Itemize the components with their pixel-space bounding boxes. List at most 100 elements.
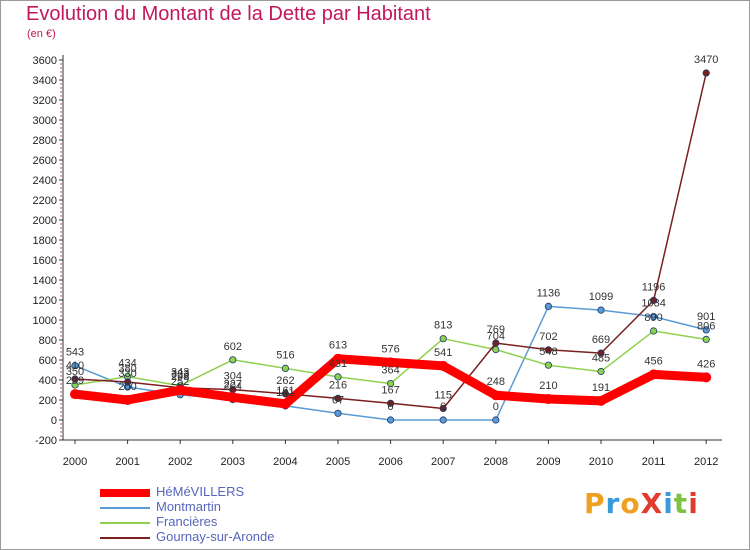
x-tick-label: 2008 [484, 456, 508, 468]
y-minor-tick [60, 311, 62, 313]
y-tick-label: 0 [51, 415, 57, 427]
x-tick-label: 2000 [63, 456, 87, 468]
y-minor-tick [60, 387, 62, 389]
data-point-1 [71, 362, 79, 370]
data-point-0 [385, 357, 396, 368]
y-minor-tick [60, 223, 62, 225]
data-point-0 [543, 394, 554, 404]
data-point-0 [175, 385, 186, 396]
data-label-0: 613 [329, 340, 347, 352]
y-minor-tick [60, 131, 62, 133]
y-minor-tick [60, 103, 62, 105]
y-minor-tick [60, 391, 62, 393]
data-label-3: 262 [276, 375, 294, 387]
data-label-1: 543 [66, 347, 84, 359]
y-minor-tick [60, 423, 62, 425]
data-point-1 [702, 326, 710, 334]
legend-swatch-francieres [100, 522, 150, 524]
x-tick-label: 2009 [536, 456, 560, 468]
y-tick-label: 3600 [33, 55, 57, 67]
y-minor-tick [60, 95, 62, 97]
logo-letter: i [663, 487, 674, 520]
data-point-1 [386, 416, 395, 424]
data-label-3: 323 [171, 369, 189, 381]
data-point-2 [229, 356, 237, 364]
data-label-0: 426 [697, 358, 715, 370]
data-label-2: 704 [487, 331, 505, 343]
x-tick-label: 2002 [168, 456, 192, 468]
data-point-3 [544, 346, 553, 354]
data-label-3: 380 [118, 363, 136, 375]
logo-letter: i [688, 487, 699, 520]
x-tick-label: 2001 [115, 456, 139, 468]
y-minor-tick [60, 163, 62, 165]
y-minor-tick [60, 175, 62, 177]
data-point-2 [492, 345, 500, 354]
data-label-2: 364 [381, 365, 399, 377]
data-point-2 [281, 364, 289, 372]
y-minor-tick [60, 167, 62, 169]
logo-letter: o [620, 487, 641, 520]
data-point-0 [648, 369, 659, 380]
y-minor-tick [60, 407, 62, 409]
data-label-1: 0 [388, 401, 394, 413]
y-minor-tick [60, 247, 62, 249]
y-minor-tick [60, 431, 62, 433]
y-tick-label: 2600 [33, 155, 57, 167]
y-minor-tick [60, 283, 62, 285]
x-tick-label: 2012 [694, 456, 718, 468]
y-tick-label: 1000 [33, 315, 57, 327]
y-minor-tick [60, 275, 62, 277]
chart-title: Evolution du Montant de la Dette par Hab… [26, 3, 431, 25]
data-point-0 [438, 360, 449, 371]
data-point-2 [439, 335, 447, 343]
y-tick-label: -200 [35, 435, 57, 447]
data-label-0: 210 [539, 380, 557, 392]
data-label-3: 410 [66, 360, 84, 372]
data-point-3 [597, 349, 605, 357]
data-point-3 [649, 296, 658, 304]
y-minor-tick [60, 231, 62, 233]
data-label-1: 0 [493, 401, 499, 413]
data-label-2: 485 [592, 353, 610, 365]
data-label-0: 248 [487, 376, 505, 388]
data-label-0: 456 [644, 355, 662, 367]
y-tick-label: 3000 [33, 115, 57, 127]
data-point-3 [124, 378, 132, 386]
data-label-3: 669 [592, 334, 610, 346]
y-minor-tick [60, 227, 62, 229]
y-tick-label: 2200 [33, 195, 57, 207]
y-minor-tick [60, 355, 62, 357]
y-minor-tick [60, 403, 62, 405]
data-label-2: 431 [329, 358, 347, 370]
y-tick-label: 400 [39, 375, 57, 387]
data-point-0 [70, 389, 80, 400]
x-tick-label: 2011 [642, 456, 666, 468]
y-minor-tick [60, 207, 62, 209]
y-minor-tick [60, 383, 62, 385]
data-point-0 [701, 372, 712, 383]
y-minor-tick [60, 71, 62, 73]
data-point-0 [490, 390, 501, 401]
data-label-1: 0 [440, 401, 446, 413]
y-minor-tick [60, 215, 62, 217]
x-tick-label: 2010 [589, 456, 613, 468]
data-label-2: 813 [434, 320, 452, 332]
y-tick-label: 3400 [33, 75, 57, 87]
legend-label-francieres: Francières [156, 514, 218, 529]
y-minor-tick [60, 235, 62, 237]
y-minor-tick [60, 291, 62, 293]
y-tick-label: 2000 [33, 215, 57, 227]
y-minor-tick [60, 347, 62, 349]
y-minor-tick [60, 111, 62, 113]
logo-letter: P [584, 487, 606, 520]
data-label-2: 890 [644, 312, 662, 324]
data-point-0 [333, 353, 343, 364]
y-minor-tick [60, 411, 62, 413]
y-minor-tick [60, 187, 62, 189]
y-minor-tick [60, 263, 62, 265]
y-minor-tick [60, 303, 62, 305]
data-point-1 [492, 416, 500, 424]
data-label-3: 1196 [642, 281, 666, 293]
y-tick-label: 600 [39, 355, 57, 367]
